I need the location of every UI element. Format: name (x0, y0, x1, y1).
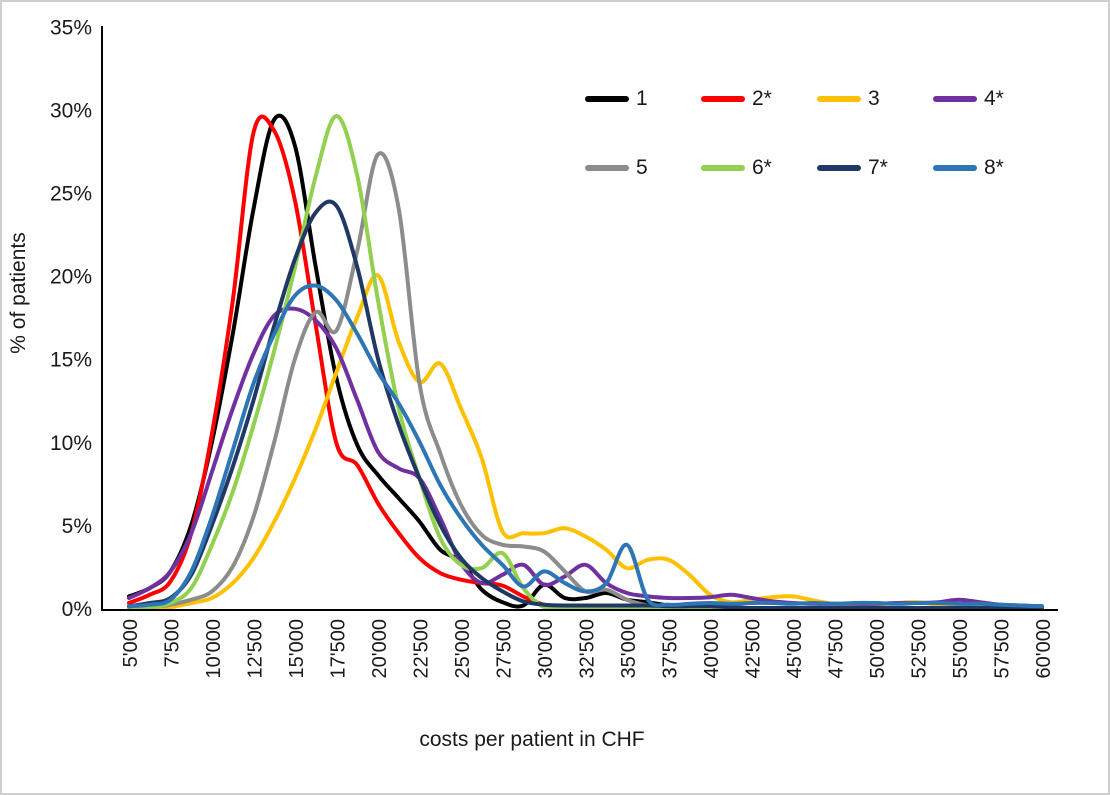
x-tick-label: 57'500 (992, 619, 1014, 678)
y-axis-title: % of patients (7, 232, 30, 354)
x-tick-label: 47'500 (826, 619, 848, 678)
x-tick-label: 12'500 (245, 619, 267, 678)
x-tick-label: 35'000 (618, 619, 640, 678)
x-tick-label: 7'500 (162, 619, 184, 667)
legend-label-4: 4* (984, 87, 1004, 110)
x-axis-title: costs per patient in CHF (419, 728, 645, 751)
legend-item-7: 7* (817, 155, 933, 181)
x-tick-label: 37'500 (660, 619, 682, 678)
x-tick-label: 42'500 (743, 619, 765, 678)
x-tick-label: 60'000 (1033, 619, 1055, 678)
legend-label-8: 8* (984, 156, 1004, 179)
legend-item-6: 6* (701, 155, 817, 181)
y-tick-label: 30% (50, 99, 92, 122)
legend-label-1: 1 (636, 87, 648, 110)
x-tick-label: 20'000 (369, 619, 391, 678)
legend-label-7: 7* (868, 156, 888, 179)
x-tick-label: 15'000 (286, 619, 308, 678)
y-tick-label: 5% (62, 515, 92, 538)
x-tick-label: 50'000 (867, 619, 889, 678)
legend-item-2: 2* (701, 86, 817, 112)
x-tick-label: 40'000 (701, 619, 723, 678)
legend-swatch-8 (933, 165, 977, 171)
legend-item-8: 8* (933, 155, 1049, 181)
legend-swatch-6 (701, 165, 745, 171)
legend-label-3: 3 (868, 87, 880, 110)
y-tick-label: 20% (50, 266, 92, 289)
legend-item-3: 3 (817, 86, 933, 112)
legend-swatch-3 (817, 96, 861, 102)
x-tick-label: 25'000 (452, 619, 474, 678)
x-tick-label: 55'000 (950, 619, 972, 678)
y-tick-label: 0% (62, 598, 92, 621)
x-tick-label: 30'000 (535, 619, 557, 678)
series-line-7 (127, 199, 1044, 611)
legend-swatch-2 (701, 96, 745, 102)
x-tick-label: 22'500 (411, 619, 433, 678)
legend-label-2: 2* (752, 87, 772, 110)
legend-swatch-7 (817, 165, 861, 171)
legend-swatch-5 (585, 165, 629, 171)
y-tick-label: 25% (50, 183, 92, 206)
x-tick-label: 45'000 (784, 619, 806, 678)
y-tick-label: 15% (50, 349, 92, 372)
x-tick-label: 5'000 (120, 619, 142, 667)
chart-legend: 1 2* 3 4* 5 6* 7* 8* (585, 86, 1055, 224)
legend-item-5: 5 (585, 155, 701, 181)
series-line-8 (127, 283, 1044, 609)
y-tick-label: 10% (50, 432, 92, 455)
x-tick-label: 32'500 (577, 619, 599, 678)
legend-swatch-1 (585, 96, 629, 102)
x-tick-label: 52'500 (909, 619, 931, 678)
x-tick-label: 17'500 (328, 619, 350, 678)
legend-item-4: 4* (933, 86, 1049, 112)
legend-label-5: 5 (636, 156, 648, 179)
x-tick-label: 10'000 (203, 619, 225, 678)
x-tick-label: 27'500 (494, 619, 516, 678)
legend-label-6: 6* (752, 156, 772, 179)
y-tick-label: 35% (50, 16, 92, 39)
legend-item-1: 1 (585, 86, 701, 112)
legend-swatch-4 (933, 96, 977, 102)
